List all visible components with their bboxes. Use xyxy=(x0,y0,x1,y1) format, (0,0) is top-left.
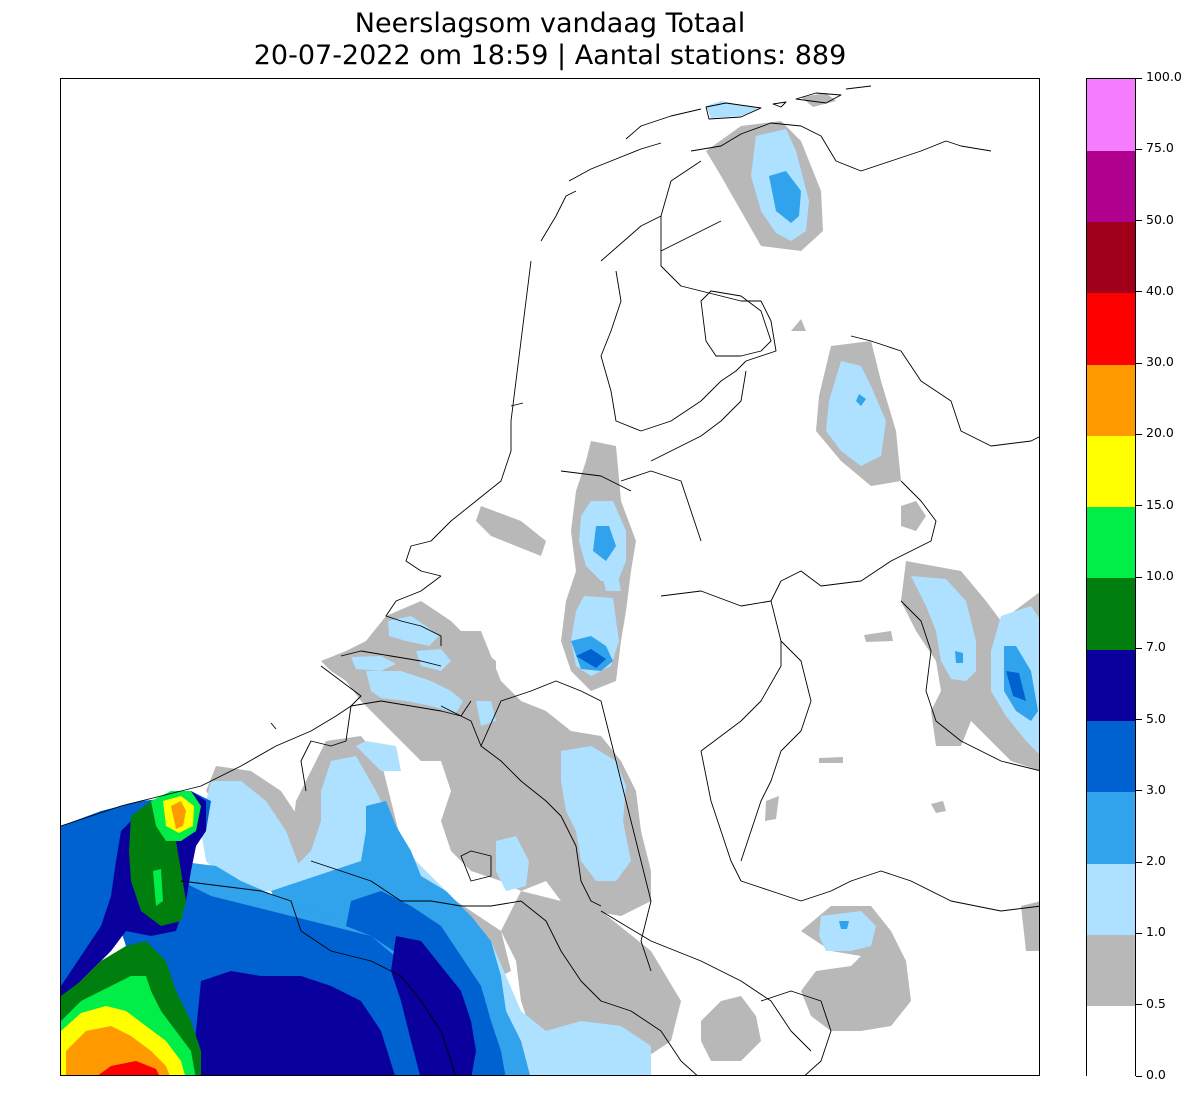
colorbar-tick xyxy=(1136,77,1142,79)
colorbar-tick xyxy=(1136,362,1142,364)
colorbar-tick-label: 1.0 xyxy=(1146,924,1166,940)
colorbar-tick-label: 5.0 xyxy=(1146,710,1166,726)
colorbar-segment xyxy=(1087,79,1135,151)
colorbar-tick-label: 20.0 xyxy=(1146,425,1174,441)
colorbar-tick xyxy=(1136,719,1142,721)
title-line-2: 20-07-2022 om 18:59 | Aantal stations: 8… xyxy=(253,40,847,71)
colorbar-tick-label: 0.5 xyxy=(1146,995,1166,1011)
colorbar-segment xyxy=(1087,221,1135,294)
colorbar-tick-label: 75.0 xyxy=(1146,140,1174,156)
precip-band-20-0 xyxy=(66,801,186,1075)
colorbar-segment xyxy=(1087,506,1135,579)
colorbar-segment xyxy=(1087,1005,1135,1078)
colorbar-tick-label: 15.0 xyxy=(1146,496,1174,512)
colorbar-tick-label: 100.0 xyxy=(1146,69,1182,84)
colorbar-segment xyxy=(1087,934,1135,1007)
colorbar-tick xyxy=(1136,433,1142,435)
title-line-1: Neerslagsom vandaag Totaal xyxy=(354,8,746,39)
precipitation-map xyxy=(60,78,1040,1076)
colorbar-tick xyxy=(1136,505,1142,507)
colorbar-tick-label: 2.0 xyxy=(1146,853,1166,869)
colorbar-tick-label: 30.0 xyxy=(1146,354,1174,370)
colorbar-segment xyxy=(1087,720,1135,793)
colorbar-tick xyxy=(1136,148,1142,150)
colorbar-segment xyxy=(1087,791,1135,864)
colorbar-tick xyxy=(1136,1075,1142,1077)
colorbar-tick-label: 40.0 xyxy=(1146,282,1174,298)
colorbar-tick-label: 50.0 xyxy=(1146,211,1174,227)
colorbar-segment xyxy=(1087,649,1135,722)
colorbar-tick xyxy=(1136,790,1142,792)
map-title: Neerslagsom vandaag Totaal 20-07-2022 om… xyxy=(60,8,1040,72)
colorbar-tick xyxy=(1136,291,1142,293)
colorbar-segment xyxy=(1087,578,1135,650)
colorbar xyxy=(1086,78,1136,1078)
colorbar-tick-label: 10.0 xyxy=(1146,568,1174,583)
colorbar-tick xyxy=(1136,647,1142,649)
colorbar-tick-label: 3.0 xyxy=(1146,781,1166,797)
colorbar-tick xyxy=(1136,861,1142,863)
colorbar-tick xyxy=(1136,576,1142,578)
colorbar-tick xyxy=(1136,1004,1142,1006)
coastlines-and-borders xyxy=(61,85,1039,1075)
colorbar-tick xyxy=(1136,220,1142,222)
colorbar-segment xyxy=(1087,150,1135,223)
colorbar-tick-label: 0.0 xyxy=(1146,1067,1166,1082)
colorbar-segment xyxy=(1087,364,1135,436)
colorbar-segment xyxy=(1087,292,1135,365)
colorbar-segment xyxy=(1087,863,1135,935)
colorbar-segment xyxy=(1087,435,1135,508)
map-canvas xyxy=(61,85,1039,1075)
precip-band-30-0 xyxy=(98,1061,159,1075)
colorbar-tick xyxy=(1136,932,1142,934)
colorbar-tick-label: 7.0 xyxy=(1146,639,1166,655)
